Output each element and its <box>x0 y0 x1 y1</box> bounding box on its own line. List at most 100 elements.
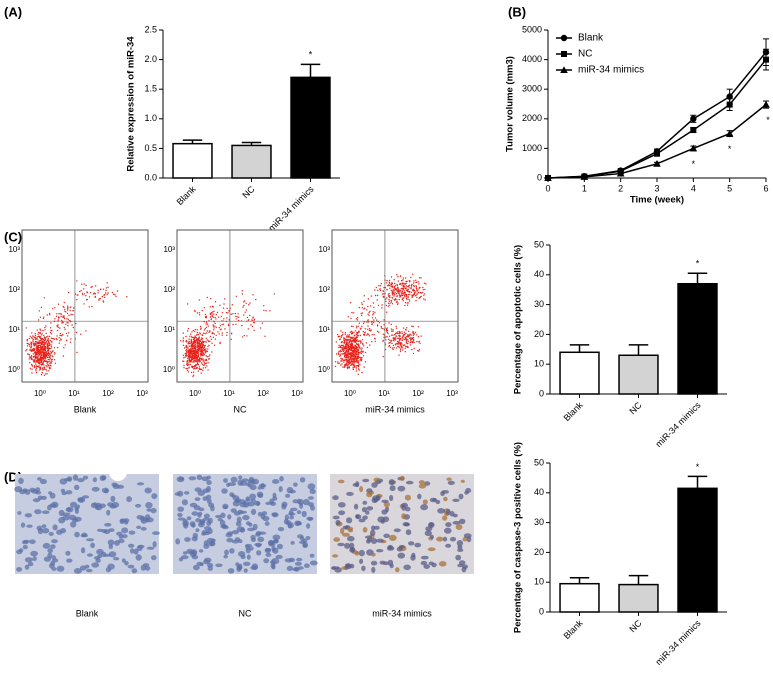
event-dot <box>189 354 192 356</box>
event-dot <box>398 292 400 295</box>
y-tick-label: 0 <box>537 172 542 182</box>
cell <box>249 493 256 500</box>
event-dot <box>36 365 38 368</box>
cell <box>103 553 111 557</box>
event-dot <box>382 333 384 335</box>
event-dot <box>36 349 38 351</box>
event-dot <box>369 310 371 312</box>
cell <box>307 483 316 490</box>
event-dot <box>345 341 348 343</box>
event-dot <box>107 286 109 288</box>
cell <box>449 536 457 542</box>
event-dot <box>193 355 196 358</box>
image-gap <box>109 463 127 481</box>
cell <box>150 507 157 514</box>
event-dot <box>255 298 257 301</box>
y-tick-label: 10¹ <box>318 325 330 334</box>
event-dot <box>50 322 52 324</box>
event-dot <box>41 333 43 335</box>
event-dot <box>361 356 363 359</box>
event-dot <box>185 352 188 354</box>
event-dot <box>45 325 47 327</box>
cell <box>96 548 104 555</box>
cell <box>422 499 428 505</box>
event-dot <box>46 343 49 346</box>
event-dot <box>357 348 359 350</box>
event-dot <box>392 294 394 296</box>
marker <box>653 159 661 167</box>
legend-label: miR-34 mimics <box>578 65 644 76</box>
event-dot <box>188 357 190 359</box>
marker <box>690 127 697 134</box>
cell <box>253 500 261 506</box>
event-dot <box>37 358 39 361</box>
event-dot <box>395 325 397 327</box>
event-dot <box>355 365 357 367</box>
flow-plot <box>176 229 304 383</box>
event-dot <box>415 279 417 281</box>
event-dot <box>28 358 30 360</box>
event-dot <box>79 290 81 293</box>
event-dot <box>70 313 72 316</box>
x-tick-label: NC <box>627 400 644 417</box>
event-dot <box>47 348 50 350</box>
cell <box>427 547 436 552</box>
y-tick-label: 10³ <box>163 245 175 254</box>
cell <box>398 544 405 549</box>
event-dot <box>394 344 396 346</box>
event-dot <box>367 325 369 327</box>
event-dot <box>354 334 356 337</box>
event-dot <box>367 305 369 308</box>
event-dot <box>412 340 415 342</box>
event-dot <box>44 329 46 331</box>
event-dot <box>51 329 53 332</box>
cell <box>271 563 276 570</box>
event-dot <box>30 356 32 358</box>
event-dot <box>349 356 351 358</box>
event-dot <box>199 346 202 348</box>
event-dot <box>362 330 364 333</box>
event-dot <box>366 346 369 349</box>
event-dot <box>185 344 188 347</box>
event-dot <box>213 313 215 315</box>
event-dot <box>197 351 199 353</box>
event-dot <box>98 298 100 300</box>
event-dot <box>242 306 244 308</box>
event-dot <box>389 295 391 297</box>
flow-plot <box>331 229 459 383</box>
cell <box>362 500 368 505</box>
event-dot <box>183 357 185 359</box>
event-dot <box>200 338 203 340</box>
event-dot <box>42 354 45 356</box>
event-dot <box>91 285 93 288</box>
x-tick-label: 10² <box>257 389 269 398</box>
y-tick-label: 2.0 <box>144 54 157 64</box>
event-dot <box>350 302 352 304</box>
event-dot <box>402 283 404 285</box>
event-dot <box>357 368 360 370</box>
event-dot <box>362 343 364 346</box>
event-dot <box>185 346 187 348</box>
event-dot <box>44 347 46 349</box>
cell <box>24 564 30 570</box>
event-dot <box>403 283 405 285</box>
event-dot <box>415 286 418 288</box>
event-dot <box>391 334 393 336</box>
event-dot <box>198 347 201 349</box>
event-dot <box>392 330 394 332</box>
event-dot <box>188 350 190 352</box>
cell <box>110 495 116 503</box>
event-dot <box>45 341 47 344</box>
bar <box>618 583 659 613</box>
cell <box>307 496 314 500</box>
event-dot <box>414 291 417 293</box>
x-tick-label: 10¹ <box>223 389 235 398</box>
event-dot <box>196 329 198 331</box>
event-dot <box>34 344 36 346</box>
event-dot <box>36 352 38 354</box>
cell <box>108 528 115 532</box>
cell <box>191 554 199 560</box>
event-dot <box>43 353 46 356</box>
event-dot <box>253 329 255 331</box>
event-dot <box>409 344 412 346</box>
